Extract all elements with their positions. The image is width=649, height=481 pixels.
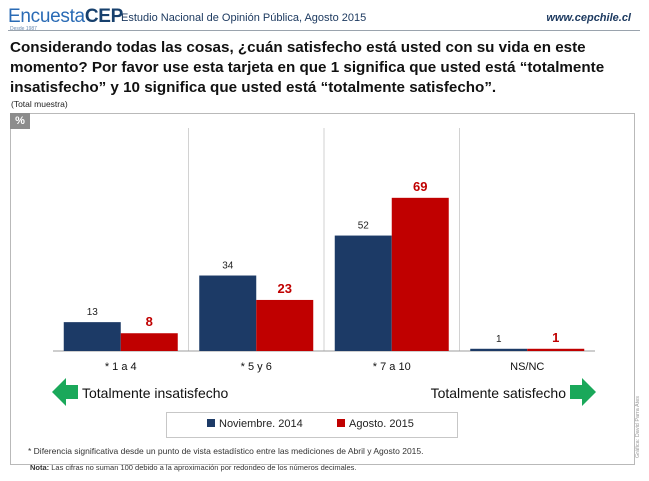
category-label: * 1 a 4 [105, 361, 137, 373]
bar-2015 [391, 197, 449, 351]
left-arrow-icon [52, 378, 78, 406]
note-text: Las cifras no suman 100 debido a la apro… [51, 463, 357, 472]
header-divider [8, 30, 640, 31]
chart-frame [10, 113, 635, 465]
legend-swatch-2014 [207, 419, 215, 428]
legend-label-2014: Noviembre. 2014 [219, 418, 303, 430]
credit-text: Gráfica: David Parra Ates [635, 395, 641, 458]
data-label-2015: 23 [278, 281, 292, 296]
category-label: * 7 a 10 [373, 361, 411, 373]
data-label-2015: 1 [552, 330, 559, 345]
website-link[interactable]: www.cepchile.cl [546, 12, 631, 24]
logo-since: Desde 1987 [10, 26, 37, 32]
scale-right-label: Totalmente satisfecho [431, 385, 567, 401]
bar-2015 [527, 348, 585, 351]
bar-2014 [199, 275, 257, 351]
logo-part1: Encuesta [8, 6, 85, 27]
bar-2014 [470, 348, 528, 351]
data-label-2015: 8 [146, 314, 153, 329]
category-label: * 5 y 6 [241, 361, 272, 373]
unit-badge: % [10, 113, 30, 129]
sample-label: (Total muestra) [11, 99, 68, 109]
scale-left-label: Totalmente insatisfecho [82, 385, 229, 401]
legend-label-2015: Agosto. 2015 [349, 418, 414, 430]
note-label: Nota: [30, 463, 50, 472]
logo-part2: CEP [84, 6, 123, 27]
data-label-2014: 1 [496, 334, 502, 345]
note: Nota: Las cifras no suman 100 debido a l… [30, 463, 356, 472]
legend-swatch-2015 [337, 419, 345, 428]
data-label-2014: 13 [87, 307, 99, 318]
category-label: NS/NC [510, 361, 544, 373]
bar-2014 [63, 322, 121, 351]
data-label-2014: 52 [358, 221, 370, 232]
question-text: Considerando todas las cosas, ¿cuán sati… [10, 39, 605, 96]
bar-2015 [256, 299, 314, 351]
legend-item-2015: Agosto. 2015 [337, 418, 414, 430]
logo: EncuestaCEP [8, 6, 123, 28]
study-title: Estudio Nacional de Opinión Pública, Ago… [121, 12, 367, 24]
right-arrow-icon [570, 378, 596, 406]
bar-2014 [334, 235, 392, 351]
header: EncuestaCEP Desde 1987 Estudio Nacional … [8, 4, 641, 32]
legend-item-2014: Noviembre. 2014 [207, 418, 303, 430]
footnote: * Diferencia significativa desde un punt… [28, 446, 424, 456]
data-label-2014: 34 [222, 261, 234, 272]
side-credit: Gráfica: David Parra Ates [635, 380, 649, 460]
bar-2015 [120, 333, 178, 351]
chart-legend: Noviembre. 2014 Agosto. 2015 [166, 412, 458, 438]
data-label-2015: 69 [413, 179, 427, 194]
